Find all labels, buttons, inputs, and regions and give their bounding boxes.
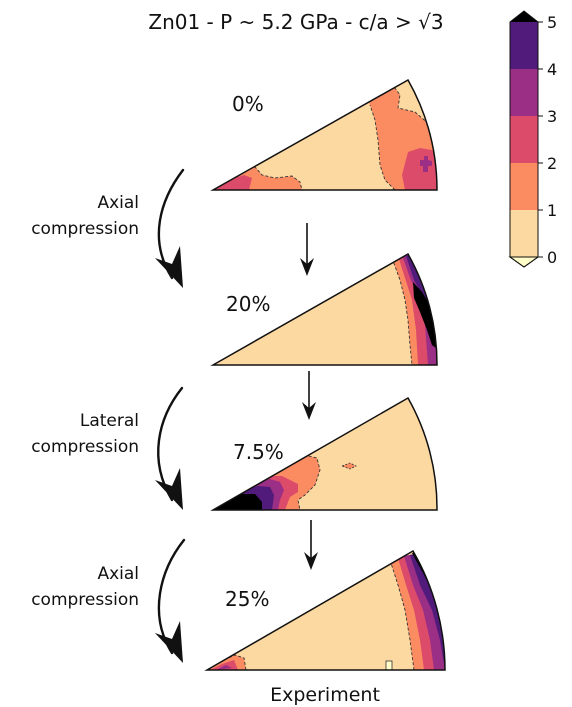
colorbar-tick-label: 0 [547,248,557,267]
colorbar-level-3-4 [510,69,538,116]
ipf-panel-7-5pct: 7.5% [210,396,438,511]
step-label-line: compression [31,437,139,457]
ipf-panel-0pct: 0% [210,78,438,191]
down-arrow-icon [304,552,318,570]
panel-strain-label: 25% [225,587,269,611]
colorbar-tick-label: 2 [547,154,557,173]
colorbar-level-0-1 [510,210,538,257]
colorbar-tick-label: 4 [547,60,557,79]
down-arrow-icon [302,402,316,420]
curved-arrow-head-icon [155,621,183,663]
panel-strain-label: 7.5% [233,440,284,464]
down-arrow-icon [300,258,314,276]
step-label-line: Axial [97,564,139,584]
colorbar-under-triangle [508,256,540,268]
colorbar-level-2-3 [510,116,538,163]
colorbar-tick-label: 5 [547,13,557,32]
ipf-panel-20pct: 20% [210,252,438,366]
colorbar: 0 1 2 3 4 5 [508,10,557,268]
panel-strain-label: 20% [226,292,270,316]
step-label-line: Lateral [80,411,139,431]
ipf-panel-25pct: 25% [204,549,446,671]
colorbar-over-triangle [510,11,538,22]
step-label-line: Axial [97,193,139,213]
curved-arrow-head-icon [155,246,183,288]
colorbar-level-4-5 [510,22,538,69]
colorbar-tick-label: 3 [547,107,557,126]
panel-strain-label: 0% [232,92,264,116]
step-label-line: compression [31,590,139,610]
figure-title: Zn01 - P ~ 5.2 GPa - c/a > √3 [148,10,443,34]
curved-arrow-head-icon [155,468,183,510]
colorbar-level-1-2 [510,163,538,210]
figure-footer-label: Experiment [270,684,380,706]
colorbar-tick-label: 1 [547,201,557,220]
step-label-line: compression [31,219,139,239]
